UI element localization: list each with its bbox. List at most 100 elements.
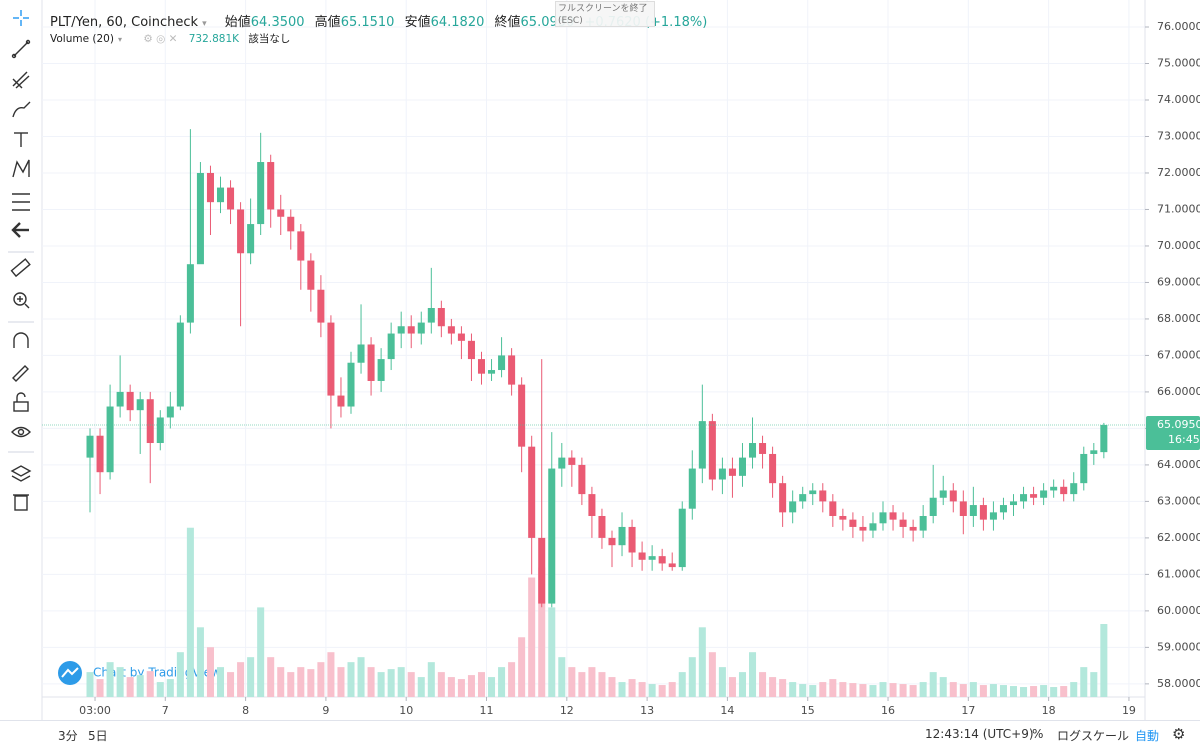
- volume-bar: [447, 677, 455, 697]
- volume-bar: [1020, 687, 1028, 697]
- volume-bar: [889, 683, 897, 697]
- candle-body: [588, 494, 596, 516]
- visibility-tool[interactable]: [11, 426, 31, 438]
- y-tick-label: 63.0000: [1157, 494, 1200, 507]
- x-tick-label: 16: [881, 704, 895, 717]
- volume-bar: [698, 627, 706, 697]
- last-time-label: 16:45: [1168, 433, 1200, 446]
- candle-body: [347, 362, 355, 407]
- pattern-tool[interactable]: [12, 159, 30, 178]
- volume-legend: Volume (20) ▾ ⚙ ◎ ✕ 732.881K 該当なし: [50, 31, 290, 46]
- volume-bar: [799, 684, 807, 697]
- candle-body: [939, 490, 947, 498]
- layers-tool[interactable]: [10, 465, 32, 482]
- volume-bar: [1040, 685, 1048, 697]
- lock-draw-tool[interactable]: [12, 365, 29, 382]
- range-button[interactable]: 5日: [88, 729, 108, 743]
- volume-bar: [738, 672, 746, 697]
- candle-body: [1030, 494, 1038, 498]
- volume-bar: [357, 657, 365, 697]
- volume-bar: [327, 652, 335, 697]
- volume-bar: [949, 682, 957, 697]
- last-price-box: [1146, 415, 1200, 450]
- candle-body: [849, 519, 857, 527]
- candle-body: [608, 537, 616, 546]
- percent-button[interactable]: %: [1032, 727, 1044, 741]
- candle-body: [126, 391, 134, 411]
- candle-body: [1060, 486, 1068, 495]
- range-button[interactable]: 3分: [58, 729, 78, 743]
- candle-body: [1040, 490, 1048, 498]
- x-tick-label: 17: [961, 704, 975, 717]
- settings-button[interactable]: ⚙: [1172, 725, 1186, 743]
- volume-bar: [678, 672, 686, 697]
- volume-bar: [106, 662, 114, 697]
- high-value: 65.1510: [340, 15, 395, 30]
- candle-body: [116, 391, 124, 407]
- volume-bar: [538, 567, 546, 697]
- lock-tool[interactable]: [13, 392, 29, 412]
- volume-bar: [638, 682, 646, 697]
- y-tick-label: 60.0000: [1157, 604, 1200, 617]
- x-tick-label: 03:00: [79, 704, 111, 717]
- volume-bar: [779, 679, 787, 697]
- volume-bar: [457, 679, 465, 697]
- text-tool[interactable]: [14, 132, 28, 147]
- volume-bar: [648, 684, 656, 697]
- measure-tool[interactable]: [12, 193, 30, 211]
- candle-body: [598, 515, 606, 538]
- volume-bar: [999, 685, 1007, 697]
- volume-bar: [749, 652, 757, 697]
- candle-body: [839, 515, 847, 520]
- chevron: ▾: [202, 19, 207, 29]
- candle-body: [156, 417, 164, 444]
- y-tick-label: 59.0000: [1157, 640, 1200, 653]
- clock: 12:43:14 (UTC+9): [925, 727, 1034, 741]
- y-tick-label: 66.0000: [1157, 385, 1200, 398]
- volume-bar: [1009, 686, 1018, 697]
- indicator-buttons[interactable]: ⚙ ◎ ✕: [143, 33, 178, 45]
- back-tool[interactable]: [11, 222, 29, 238]
- magnet-tool[interactable]: [13, 332, 29, 348]
- brush-tool[interactable]: [12, 101, 31, 118]
- candle-body: [146, 399, 154, 444]
- y-tick-label: 73.0000: [1157, 129, 1200, 142]
- volume-bar: [658, 685, 666, 697]
- low-value: 64.1820: [430, 15, 485, 30]
- candle-body: [989, 512, 997, 520]
- volume-bar: [267, 657, 275, 697]
- candle-body: [237, 209, 245, 254]
- volume-bar: [1080, 667, 1088, 697]
- volume-bar: [969, 682, 977, 697]
- volume-bar: [759, 672, 767, 697]
- candle-body: [407, 326, 415, 334]
- ruler-tool[interactable]: [10, 258, 31, 278]
- volume-label[interactable]: Volume (20): [50, 33, 114, 45]
- volume-bar: [1060, 686, 1068, 697]
- candle-body: [909, 526, 917, 531]
- volume-bar: [919, 682, 927, 697]
- trend-line-tool[interactable]: [11, 39, 31, 59]
- symbol[interactable]: PLT/Yen, 60, Coincheck: [50, 15, 199, 30]
- volume-bar: [618, 682, 626, 697]
- log-scale-button[interactable]: ログスケール: [1057, 729, 1130, 743]
- zoom-tool[interactable]: [13, 292, 30, 309]
- tooltip-text: フルスクリーンを終了: [558, 4, 648, 14]
- candle-body: [206, 172, 214, 203]
- volume-bar: [257, 607, 265, 697]
- chart: Chart by TradingView 58.000059.000060.00…: [8, 0, 1200, 720]
- close-label: 終値: [494, 15, 521, 30]
- auto-scale-button[interactable]: 自動: [1135, 729, 1160, 743]
- pitchfork-tool[interactable]: [12, 71, 30, 89]
- volume-bar: [578, 672, 586, 697]
- candle-body: [959, 501, 967, 516]
- tool-icons: [8, 10, 34, 511]
- volume-bar: [367, 667, 375, 697]
- candle-body: [889, 512, 897, 520]
- candle-body: [1020, 494, 1028, 502]
- candle-body: [738, 457, 746, 476]
- trash-tool[interactable]: [13, 494, 29, 511]
- volume-bar: [528, 577, 536, 697]
- volume-bar: [829, 679, 837, 697]
- crosshair-tool[interactable]: [13, 10, 29, 26]
